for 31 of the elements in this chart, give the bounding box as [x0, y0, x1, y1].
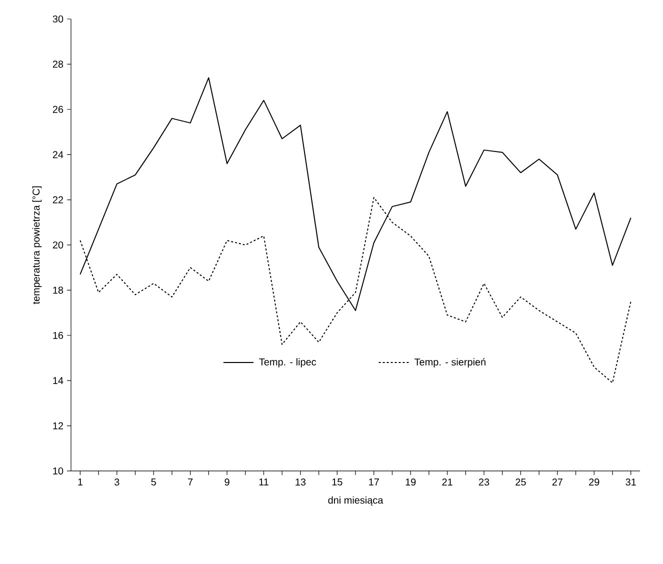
x-tick-label: 11 — [259, 478, 268, 486]
y-tick-label: 14 — [53, 377, 64, 384]
x-tick-label: 19 — [406, 478, 416, 486]
x-tick-label: 7 — [188, 478, 193, 486]
y-tick-label: 16 — [53, 332, 64, 339]
x-tick-label: 5 — [151, 478, 156, 486]
x-tick-label: 25 — [516, 478, 526, 486]
x-tick-label: 29 — [589, 478, 600, 486]
legend-label: Temp. - sierpień — [414, 358, 486, 368]
y-tick-label: 18 — [53, 286, 64, 294]
y-tick-label: 20 — [52, 241, 64, 249]
y-tick-label: 24 — [52, 151, 64, 158]
y-tick-label: 12 — [53, 422, 64, 430]
y-tick-label: 30 — [52, 15, 64, 23]
x-tick-label: 21 — [442, 478, 452, 486]
x-tick-label: 17 — [369, 478, 379, 486]
y-axis-title: temperatura powietrza [°C] — [32, 186, 42, 304]
x-tick-label: 1 — [78, 478, 82, 486]
y-tick-label: 22 — [52, 196, 64, 204]
x-tick-label: 15 — [332, 478, 342, 486]
y-tick-label: 10 — [53, 467, 64, 475]
x-tick-label: 9 — [224, 478, 230, 486]
x-tick-label: 31 — [626, 478, 636, 486]
x-tick-label: 27 — [552, 478, 562, 486]
y-tick-label: 26 — [52, 106, 64, 113]
x-tick-label: 3 — [114, 478, 120, 486]
y-tick-label: 28 — [52, 60, 64, 68]
legend-label: Temp. - lipec — [259, 358, 316, 368]
x-tick-label: 13 — [296, 478, 306, 486]
x-tick-label: 23 — [478, 478, 490, 486]
x-axis-title: dni miesiąca — [328, 496, 384, 506]
